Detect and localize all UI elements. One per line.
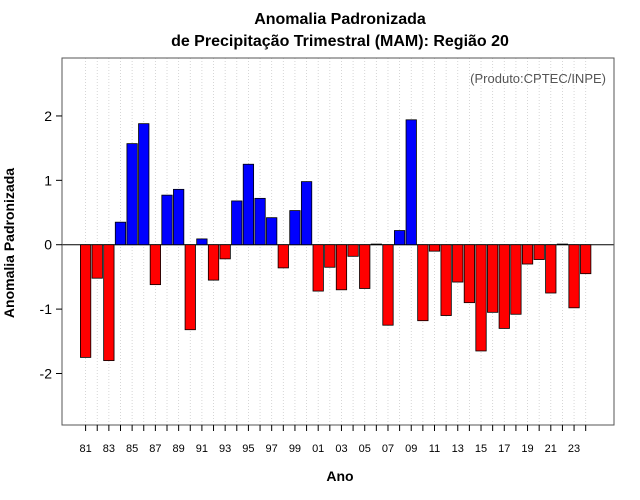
bar-2011 [428, 244, 441, 252]
x-tick-label: 81 [79, 443, 91, 455]
bar-1986 [138, 123, 150, 246]
bar-2008 [394, 230, 406, 246]
x-tick-label: 91 [196, 443, 208, 455]
bars [80, 119, 592, 362]
x-tick-label: 11 [429, 443, 440, 455]
x-tick-label: 05 [359, 443, 371, 455]
x-tick-label: 83 [103, 443, 115, 455]
x-tick-label: 17 [498, 443, 510, 455]
x-tick-label: 93 [219, 443, 231, 455]
bar-1993 [219, 244, 231, 260]
bar-2003 [335, 244, 348, 291]
x-tick-label: 13 [452, 443, 464, 455]
bar-1996 [254, 197, 266, 246]
x-tick-label: 01 [312, 443, 324, 455]
chart-title-line2: de Precipitação Trimestral (MAM): Região… [171, 33, 509, 50]
bar-2002 [324, 244, 336, 268]
x-tick-label: 97 [266, 443, 278, 455]
bar-1999 [289, 210, 301, 246]
x-axis-title: Ano [326, 468, 353, 484]
bar-2022 [556, 243, 569, 246]
bar-2021 [545, 244, 557, 294]
x-tick-label: 85 [126, 443, 138, 455]
bar-2013 [452, 244, 464, 283]
y-tick-label: 1 [44, 172, 52, 188]
bar-2020 [533, 244, 545, 260]
x-tick-label: 07 [382, 443, 394, 455]
bar-2000 [300, 181, 313, 246]
bar-1992 [207, 244, 220, 281]
bar-1989 [173, 188, 185, 246]
bar-1991 [196, 238, 208, 246]
bar-1985 [126, 143, 138, 246]
bar-2016 [487, 244, 499, 313]
bar-1987 [149, 244, 161, 286]
x-tick-label: 03 [335, 443, 347, 455]
bar-2015 [475, 244, 487, 352]
x-tick-label: 95 [242, 443, 254, 455]
bar-2007 [382, 244, 394, 326]
bar-2019 [521, 244, 534, 265]
bar-1998 [277, 244, 289, 269]
bar-1983 [103, 244, 115, 362]
x-tick-label: 99 [289, 443, 301, 455]
bar-2010 [417, 244, 429, 322]
y-tick-label: 0 [44, 237, 52, 253]
bar-1995 [242, 163, 255, 246]
y-axis-title: Anomalia Padronizada [1, 168, 17, 318]
y-tick-label: -1 [40, 301, 53, 317]
grid-lines [85, 58, 587, 425]
x-tick-label: 15 [475, 443, 487, 455]
x-tick-label: 19 [521, 443, 533, 455]
x-tick-label: 23 [568, 443, 580, 455]
bar-1988 [161, 194, 173, 246]
bar-1990 [184, 244, 196, 331]
plot-frame [61, 57, 615, 426]
bar-1982 [91, 244, 103, 279]
bar-2006 [370, 243, 382, 246]
bar-2014 [463, 244, 475, 304]
bar-2024 [580, 244, 592, 275]
bar-2023 [568, 244, 580, 309]
bar-1994 [231, 200, 243, 246]
bar-2004 [347, 244, 359, 257]
bar-2018 [510, 244, 522, 315]
x-tick-label: 89 [173, 443, 185, 455]
x-axis: 81 83 85 87 89 91 93 95 97 99 01 03 05 07 09 11 13 15 17 19… [79, 425, 587, 455]
bar-2005 [359, 244, 371, 289]
source-annotation: (Produto:CPTEC/INPE) [470, 71, 606, 86]
y-tick-label: -2 [40, 365, 53, 381]
bar-1981 [80, 244, 92, 358]
chart-title-line1: Anomalia Padronizada [254, 11, 426, 28]
x-tick-label: 87 [149, 443, 161, 455]
bar-1984 [114, 221, 127, 246]
bar-2001 [312, 244, 324, 292]
bar-2017 [498, 244, 510, 329]
y-tick-label: 2 [44, 108, 52, 124]
y-axis: -2 -1 0 1 2 [40, 108, 62, 381]
x-tick-label: 21 [545, 443, 557, 455]
bar-1997 [266, 217, 278, 246]
x-tick-label: 09 [405, 443, 417, 455]
bar-2009 [405, 119, 417, 246]
bar-2012 [440, 244, 452, 316]
